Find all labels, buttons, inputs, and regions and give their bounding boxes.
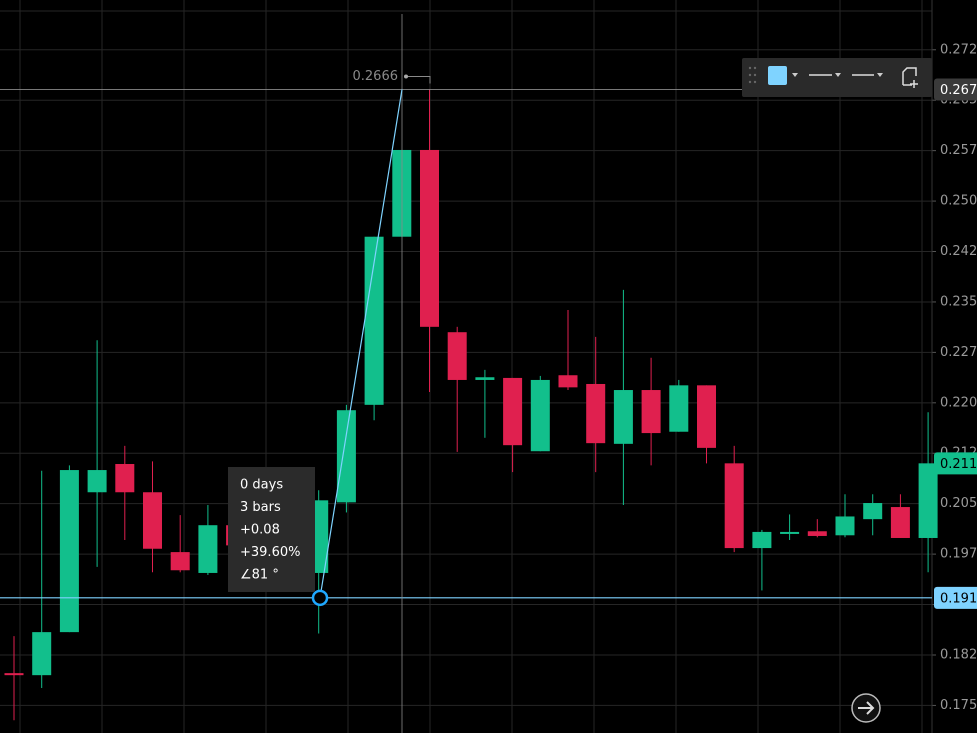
measure-line [319, 89, 403, 598]
candle-body [336, 410, 356, 503]
candle-body [143, 492, 162, 549]
grip-dot [748, 73, 752, 77]
tooltip-line: 0 days [240, 478, 283, 493]
toolbar-bg [742, 58, 932, 97]
candles [4, 89, 938, 721]
measure-handle[interactable] [311, 589, 329, 607]
grip-dot [748, 66, 752, 70]
candle-body [863, 503, 883, 520]
candle-body [420, 149, 439, 327]
candle-body [59, 470, 79, 633]
price-label-box [934, 78, 977, 101]
price-label: 0.211 [940, 457, 977, 472]
candle-body [364, 236, 384, 405]
tooltip-line: +39.60% [240, 545, 300, 560]
y-tick-label: 0.182 [940, 647, 977, 662]
dropdown-caret[interactable] [877, 73, 883, 77]
y-tick-label: 0.257 [940, 143, 977, 158]
candle-body [752, 531, 772, 549]
dropdown-caret[interactable] [835, 73, 841, 77]
grip-dot [753, 66, 757, 70]
dropdown-caret[interactable] [792, 73, 798, 77]
candle-body [586, 383, 606, 444]
candle-body [697, 385, 716, 448]
tooltip-line: ∠81 ° [240, 568, 279, 583]
candle-body [170, 552, 190, 571]
candle-body [641, 390, 661, 434]
clone-icon[interactable] [902, 67, 918, 88]
y-tick-label: 0.175 [940, 698, 977, 713]
price-label-box [934, 452, 977, 475]
price-label-box [934, 586, 977, 609]
y-tick-label: 0.205 [940, 496, 977, 511]
candle-body [32, 632, 52, 676]
candle-body [558, 375, 578, 388]
tooltip-line: +0.08 [240, 523, 280, 538]
candle-body [87, 470, 107, 493]
candle-body [613, 390, 633, 444]
candle-body [4, 673, 24, 676]
y-tick-label: 0.272 [940, 42, 977, 57]
candle-body [198, 525, 218, 573]
y-tick-label: 0.197 [940, 547, 977, 562]
scroll-arrow[interactable] [858, 701, 875, 715]
candle-body [918, 463, 938, 538]
candle-body [669, 385, 689, 432]
y-tick-label: 0.250 [940, 194, 977, 209]
candle-body [503, 377, 523, 446]
candle-body [780, 531, 800, 534]
grip-dot [748, 80, 752, 84]
y-tick-label: 0.242 [940, 244, 977, 259]
tooltip-line: 3 bars [240, 500, 281, 515]
color-swatch[interactable] [768, 66, 787, 85]
price-label: 0.267 [940, 83, 977, 98]
candle-body [807, 531, 827, 536]
annotation-bracket [406, 75, 431, 84]
y-tick-label: 0.227 [940, 345, 977, 360]
candle-body [890, 507, 910, 538]
price-label: 0.191 [940, 591, 977, 606]
candle-body [475, 377, 495, 380]
candle-body [724, 463, 744, 549]
candle-body [835, 516, 855, 536]
candle-body [115, 464, 135, 493]
annotation: 0.2666 [353, 69, 399, 84]
candle-body [447, 332, 467, 380]
tooltip-box [228, 467, 315, 592]
grip-dot [753, 80, 757, 84]
candle-body [530, 379, 550, 452]
y-tick-label: 0.235 [940, 294, 977, 309]
y-tick-label: 0.220 [940, 395, 977, 410]
annotation-dot [404, 74, 408, 79]
grip-dot [753, 73, 757, 77]
drawing-toolbar [742, 58, 932, 97]
